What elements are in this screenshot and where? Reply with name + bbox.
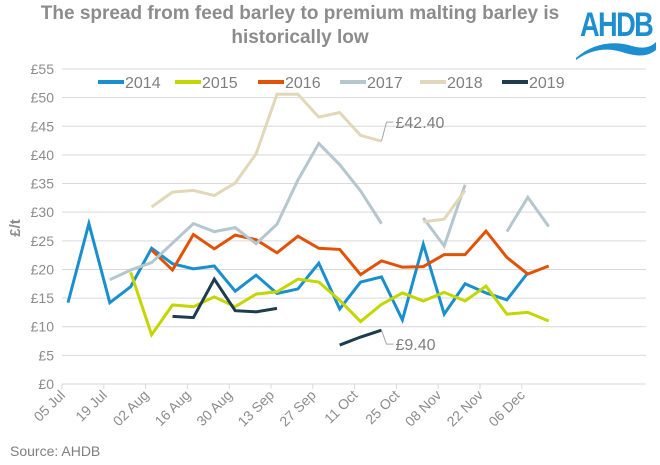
x-tick-label: 08 Nov	[402, 387, 445, 430]
series-line-2016	[150, 228, 550, 277]
annotations: £42.40 £9.40	[381, 115, 445, 354]
annotation-label: £42.40	[396, 115, 445, 132]
chart-title: The spread from feed barley to premium m…	[40, 3, 560, 48]
series-2015	[129, 271, 550, 339]
x-tick-label: 19 Jul	[72, 387, 110, 425]
legend: 2014 2015 2016 2017 2018 2019	[98, 75, 565, 92]
x-tick-label: 11 Oct	[321, 387, 361, 427]
x-tick-label: 02 Aug	[110, 387, 152, 429]
series-line-2017	[422, 184, 467, 250]
x-tick-label: 16 Aug	[151, 387, 193, 429]
y-tick-label: £30	[31, 204, 55, 220]
legend-item-2015: 2015	[175, 75, 238, 92]
series-2019	[172, 276, 382, 347]
y-tick-label: £25	[31, 233, 55, 249]
y-tick-label: £40	[31, 147, 55, 163]
x-tick-label: 25 Oct	[362, 387, 403, 428]
legend-item-2018: 2018	[420, 75, 483, 92]
annotation-2019: £9.40	[381, 329, 436, 354]
legend-label: 2014	[125, 75, 161, 92]
series-line-2019	[339, 328, 382, 347]
legend-item-2019: 2019	[502, 75, 565, 92]
y-tick-label: £35	[31, 176, 55, 192]
series-2018	[150, 92, 467, 224]
legend-label: 2016	[285, 75, 321, 92]
annotation-leader	[381, 329, 394, 345]
annotation-label: £9.40	[396, 337, 436, 354]
series-2017	[109, 140, 550, 282]
series-line-2015	[129, 271, 550, 339]
legend-item-2016: 2016	[258, 75, 321, 92]
x-tick-label: 30 Aug	[193, 387, 235, 429]
x-tick-label: 05 Jul	[30, 387, 68, 425]
y-axis-label: £/t	[7, 219, 24, 237]
y-tick-label: £45	[31, 118, 55, 134]
y-tick-label: £5	[38, 347, 54, 363]
logo-wave-icon	[576, 42, 656, 60]
x-tick-label: 22 Nov	[443, 387, 486, 430]
series-2014	[66, 217, 529, 325]
legend-label: 2017	[367, 75, 403, 92]
logo-text: AHDB	[580, 6, 654, 44]
series-line-2018	[423, 189, 467, 224]
x-tick-label: 13 Sep	[234, 387, 277, 430]
series-line-2019	[172, 276, 278, 320]
x-tick-label: 06 Dec	[485, 387, 528, 430]
ahdb-logo: AHDB	[572, 4, 658, 62]
annotation-leader	[381, 121, 394, 142]
legend-item-2014: 2014	[98, 75, 161, 92]
series-line-2017	[109, 140, 383, 282]
legend-label: 2018	[447, 75, 483, 92]
series-lines	[66, 92, 550, 347]
y-axis-ticks: £0 £5 £10 £15 £20 £25 £30 £35 £40 £45 £50 £55	[31, 61, 55, 392]
gridlines	[62, 68, 646, 385]
legend-item-2017: 2017	[340, 75, 403, 92]
series-line-2014	[66, 217, 529, 325]
legend-label: 2015	[202, 75, 238, 92]
series-line-2017	[505, 194, 550, 233]
x-axis-ticks: 05 Jul 19 Jul 02 Aug 16 Aug 30 Aug 13 Sep 27 S…	[30, 384, 528, 429]
y-tick-label: £0	[38, 376, 54, 392]
series-line-2018	[150, 92, 382, 209]
series-2016	[150, 228, 550, 277]
y-tick-label: £15	[31, 290, 55, 306]
y-tick-label: £55	[31, 61, 55, 77]
x-tick-label: 27 Sep	[276, 387, 319, 430]
y-tick-label: £10	[31, 319, 55, 335]
y-tick-label: £20	[31, 261, 55, 277]
legend-label: 2019	[529, 75, 565, 92]
source-note: Source: AHDB	[10, 443, 101, 459]
annotation-2018: £42.40	[381, 115, 445, 142]
y-tick-label: £50	[31, 90, 55, 106]
